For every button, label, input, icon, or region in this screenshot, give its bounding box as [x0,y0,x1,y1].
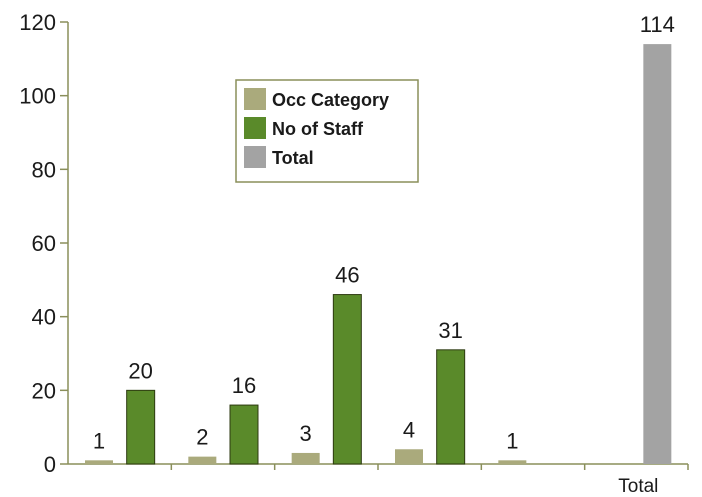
legend-swatch-total [244,146,266,168]
bar-no-of-staff [332,294,362,465]
y-tick-label: 60 [32,231,56,256]
data-label: 4 [403,417,415,442]
data-label: 31 [438,318,462,343]
bar-occ-category [188,456,217,464]
data-label: 1 [93,428,105,453]
bar-total [643,44,672,464]
y-tick-label: 40 [32,305,56,330]
data-label: 114 [640,12,675,37]
bar-no-of-staff [229,404,259,465]
legend-box [235,79,419,183]
legend-swatch-no-of-staff [244,117,266,139]
y-tick-label: 80 [32,157,56,182]
y-tick-label: 0 [44,452,56,477]
data-label: 20 [128,358,152,383]
data-labels: 1 2 3 4 1 20 16 46 31 114 [93,12,675,453]
legend: Occ Category No of Staff Total [235,79,419,183]
bar-occ-category [498,460,527,464]
legend-swatch-occ-category [244,88,266,110]
data-label: 2 [196,425,208,450]
data-label: 16 [232,373,256,398]
bar-occ-category [395,449,423,464]
data-label: 3 [300,421,312,446]
bar-occ-category [85,460,113,464]
legend-label-no-of-staff: No of Staff [272,119,364,139]
x-category-label: Total [618,476,658,497]
data-label: 46 [335,263,359,288]
y-tick-label: 20 [32,378,56,403]
bars [85,44,672,465]
bar-no-of-staff [436,349,466,465]
legend-label-total: Total [272,148,314,168]
data-label: 1 [506,428,518,453]
bar-no-of-staff [126,389,156,465]
legend-label-occ-category: Occ Category [272,90,389,110]
y-tick-label: 120 [19,10,56,35]
bar-occ-category [291,452,320,464]
y-tick-label: 100 [19,84,56,109]
